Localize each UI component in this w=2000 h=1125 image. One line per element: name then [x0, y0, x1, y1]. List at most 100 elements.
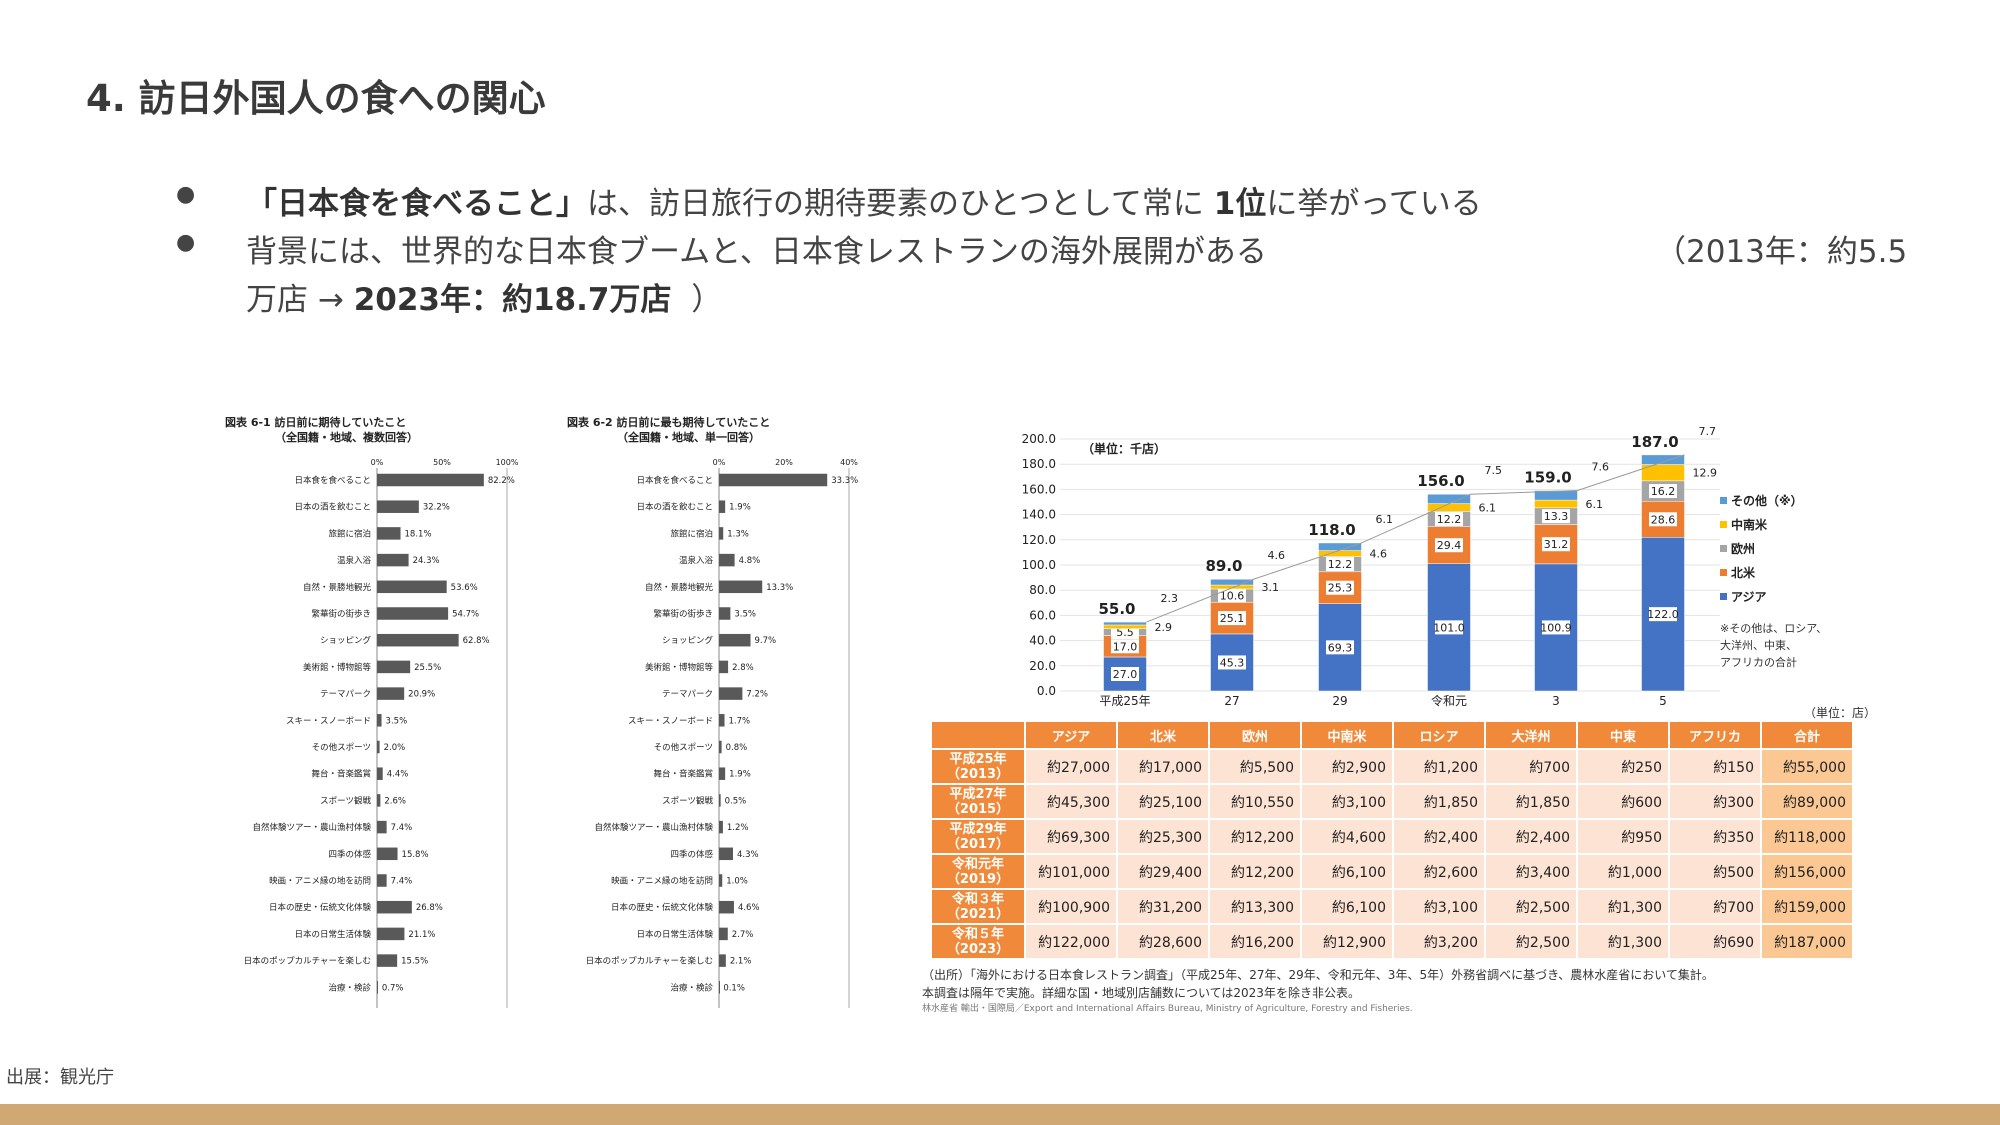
y-tick-label: 120.0 — [1022, 533, 1056, 547]
x-tick-label: 40% — [840, 458, 858, 467]
row-header: 令和３年 （2021） — [930, 888, 1026, 925]
data-label: 0.1% — [723, 983, 745, 993]
category-label: 四季の体感 — [328, 849, 371, 860]
data-label: 33.3% — [831, 476, 858, 486]
x-tick-label: 令和元 — [1431, 693, 1467, 708]
data-label: 1.3% — [727, 529, 749, 539]
table-cell: 約45,300 — [1024, 783, 1118, 820]
bar — [377, 580, 447, 594]
legend-label: 中南米 — [1731, 517, 1768, 532]
category-label: 治療・検診 — [670, 982, 713, 993]
row-year: 令和５年 — [951, 926, 1004, 942]
data-label: 62.8% — [463, 636, 490, 646]
table-cell: 約16,200 — [1208, 923, 1302, 960]
table-cell: 約690 — [1668, 923, 1762, 960]
table-cell: 約3,400 — [1484, 853, 1578, 890]
category-label: スキー・スノーボード — [628, 716, 713, 726]
segment-label: 12.2 — [1328, 558, 1353, 571]
data-label: 53.6% — [451, 583, 478, 593]
table-header: ロシア — [1392, 720, 1486, 750]
chart-restaurant-stacked: 0.0 20.0 40.0 60.0 80.0 100.0 120.0 140.0 160.0 1… — [1022, 425, 1827, 708]
bar — [719, 500, 726, 513]
table-cell-total: 約159,000 — [1760, 888, 1854, 925]
bar — [377, 874, 387, 887]
bar — [719, 820, 723, 834]
category-label: ショッピング — [662, 635, 714, 646]
data-label: 4.6% — [738, 903, 760, 913]
data-label: 0.5% — [725, 796, 747, 806]
segment-label-side: 6.1 — [1376, 513, 1394, 526]
segment-label-side: 7.7 — [1699, 425, 1717, 438]
table-row: 令和３年 （2021） 約100,900 約31,200 約13,300 約6,100 約3… — [930, 888, 1854, 925]
legend-label: 欧州 — [1731, 541, 1755, 556]
legend-swatch — [1720, 593, 1727, 600]
segment-label: 13.3 — [1544, 510, 1569, 523]
segment-label-box — [1326, 557, 1354, 572]
row-year: 平成29年 — [949, 821, 1007, 837]
row-header: 平成25年 （2013） — [930, 748, 1026, 785]
bar — [377, 820, 387, 834]
table-header: 欧州 — [1208, 720, 1302, 750]
chart-expected-multiple: 図表 6-1 訪日前に期待していたこと（全国籍・地域、複数回答） 0% 50% 100… — [225, 415, 519, 1008]
table-header: 北米 — [1116, 720, 1210, 750]
chart-title: 図表 6-1 訪日前に期待していたこと — [225, 415, 406, 429]
data-label: 7.4% — [391, 877, 413, 887]
segment-label-side: 4.6 — [1268, 549, 1286, 562]
category-label: 温泉入浴 — [337, 555, 372, 566]
chart-subtitle: （全国籍・地域、単一回答） — [617, 430, 760, 444]
data-label: 18.1% — [405, 529, 432, 539]
table-cell: 約3,200 — [1392, 923, 1486, 960]
table-cell: 約2,400 — [1484, 818, 1578, 855]
table-cell: 約69,300 — [1024, 818, 1118, 855]
bullet-2-text: 背景には、世界的な日本食ブームと、日本食レストランの海外展開がある — [246, 234, 1267, 270]
y-tick-label: 40.0 — [1029, 634, 1056, 648]
bullet-1-bold: 「日本食を食べること」 — [246, 186, 587, 222]
bar-segment — [1534, 490, 1578, 501]
row-header: 平成29年 （2017） — [930, 818, 1026, 855]
segment-label-box — [1542, 537, 1570, 552]
chart-title: 図表 6-2 訪日前に最も期待していたこと — [567, 415, 770, 429]
bar — [377, 500, 419, 513]
table-cell: 約2,400 — [1392, 818, 1486, 855]
data-label: 9.7% — [755, 636, 777, 646]
row-year-western: （2017） — [946, 836, 1010, 852]
bar — [377, 794, 381, 807]
bar — [377, 660, 411, 674]
bar — [719, 794, 721, 807]
category-label: 自然体験ツアー・農山漁村体験 — [595, 822, 714, 833]
data-label: 1.0% — [726, 877, 748, 887]
table-cell: 約700 — [1484, 748, 1578, 785]
table-row: 令和５年 （2023） 約122,000 約28,600 約16,200 約12,900 約… — [930, 923, 1854, 960]
bar — [719, 714, 725, 727]
table-cell: 約2,500 — [1484, 888, 1578, 925]
data-label: 1.7% — [729, 716, 751, 726]
table-header: 中南米 — [1300, 720, 1394, 750]
bar — [377, 607, 449, 620]
row-header: 令和元年 （2019） — [930, 853, 1026, 890]
x-tick-label: 平成25年 — [1099, 694, 1150, 708]
segment-label-side: 12.9 — [1693, 467, 1718, 480]
data-label: 20.9% — [408, 690, 435, 700]
table-cell: 約350 — [1668, 818, 1762, 855]
data-label: 13.3% — [766, 583, 793, 593]
segment-label: 29.4 — [1437, 539, 1462, 552]
table-note-2: 本調査は隔年で実施。詳細な国・地域別店舗数については2023年を除き非公表。 — [922, 986, 1360, 1000]
segment-label-box — [1649, 484, 1677, 499]
data-label: 15.8% — [402, 850, 429, 860]
row-year: 令和元年 — [951, 856, 1004, 872]
bullet-2-continuation: 万店 → 2023年：約18.7万店 ） — [246, 274, 722, 319]
category-label: 自然・景勝地観光 — [645, 582, 714, 593]
x-tick-label: 27 — [1224, 694, 1239, 708]
segment-label-box — [1326, 580, 1354, 595]
segment-label-side: 6.1 — [1479, 501, 1497, 514]
category-label: 繁華街の街歩き — [653, 609, 713, 620]
data-label: 2.6% — [384, 796, 406, 806]
table-header: 大洋州 — [1484, 720, 1578, 750]
segment-label-side: 7.5 — [1485, 464, 1503, 477]
x-tick-label: 50% — [433, 458, 451, 467]
footer-bar — [0, 1104, 2000, 1125]
category-label: その他スポーツ — [654, 742, 713, 753]
y-tick-label: 160.0 — [1022, 482, 1056, 496]
table-corner — [930, 720, 1026, 750]
segment-label-side: 4.6 — [1370, 548, 1388, 561]
